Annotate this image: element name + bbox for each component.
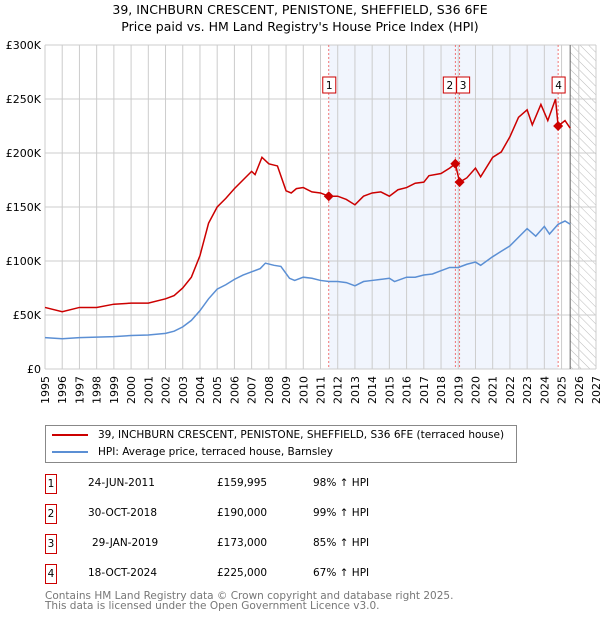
sale-point-marker bbox=[454, 177, 465, 188]
sales-table-row: 1 24-JUN-2011 £159,995 98% ↑ HPI bbox=[45, 474, 445, 494]
x-tick-label: 2023 bbox=[521, 376, 534, 404]
legend-swatch-property bbox=[52, 434, 88, 436]
x-tick-label: 2002 bbox=[160, 376, 173, 404]
sale-marker-box-border bbox=[456, 76, 471, 94]
sale-price: £190,000 bbox=[217, 507, 268, 519]
y-tick-label: £50K bbox=[13, 309, 42, 322]
sale-date: 29-JAN-2019 bbox=[92, 537, 159, 549]
sale-hpi-change: 98% ↑ HPI bbox=[313, 477, 370, 489]
legend: 39, INCHBURN CRESCENT, PENISTONE, SHEFFI… bbox=[45, 425, 517, 463]
sale-point-marker bbox=[553, 121, 564, 131]
sale-marker-box: 2 bbox=[442, 76, 457, 94]
x-tick-label: 1997 bbox=[73, 376, 86, 404]
sale-price: £159,995 bbox=[217, 477, 268, 489]
x-tick-label: 2011 bbox=[315, 376, 328, 404]
x-tick-label: 2017 bbox=[418, 376, 431, 404]
sale-hpi-change: 67% ↑ HPI bbox=[313, 567, 370, 579]
x-tick-label: 2005 bbox=[211, 376, 224, 404]
x-tick-label: 2019 bbox=[452, 376, 465, 404]
sale-price: £173,000 bbox=[217, 537, 268, 549]
x-tick-label: 2008 bbox=[263, 376, 276, 404]
sale-marker-box-border bbox=[322, 76, 337, 94]
sale-hpi-change: 99% ↑ HPI bbox=[313, 507, 370, 519]
y-tick-label: £100K bbox=[6, 255, 42, 268]
x-tick-label: 2026 bbox=[573, 376, 586, 404]
x-tick-label: 2010 bbox=[297, 376, 310, 404]
sales-table-row: 4 18-OCT-2024 £225,000 67% ↑ HPI bbox=[45, 564, 445, 584]
sale-point-marker bbox=[323, 191, 334, 202]
x-tick-label: 2014 bbox=[366, 376, 379, 404]
sale-marker-box: 4 bbox=[551, 76, 566, 94]
hpi-line bbox=[44, 220, 571, 340]
sale-marker-box: 3 bbox=[456, 76, 471, 94]
footer-line-2: This data is licensed under the Open Gov… bbox=[45, 600, 380, 612]
x-tick-label: 2025 bbox=[556, 376, 569, 404]
y-tick-label: £300K bbox=[6, 39, 42, 52]
x-tick-label: 2018 bbox=[435, 376, 448, 404]
sale-marker-label: 2 bbox=[45, 504, 57, 524]
x-tick-label: 2012 bbox=[332, 376, 345, 404]
x-tick-label: 2020 bbox=[469, 376, 482, 404]
y-tick-label: £150K bbox=[6, 201, 42, 214]
x-tick-label: 2015 bbox=[383, 376, 396, 404]
footer-line-1: Contains HM Land Registry data © Crown c… bbox=[45, 590, 454, 602]
legend-label-property: 39, INCHBURN CRESCENT, PENISTONE, SHEFFI… bbox=[98, 429, 505, 441]
x-tick-label: 1998 bbox=[91, 376, 104, 404]
sale-marker-label: 1 bbox=[45, 474, 57, 494]
x-tick-label: 1995 bbox=[39, 376, 52, 404]
sale-marker-box-border bbox=[551, 76, 566, 94]
x-tick-label: 2016 bbox=[401, 376, 414, 404]
y-tick-label: £0 bbox=[27, 363, 41, 376]
sales-table-row: 2 30-OCT-2018 £190,000 99% ↑ HPI bbox=[45, 504, 445, 524]
sale-price: £225,000 bbox=[217, 567, 268, 579]
sale-date: 30-OCT-2018 bbox=[88, 507, 157, 519]
x-tick-label: 2006 bbox=[228, 376, 241, 404]
sale-marker-box: 1 bbox=[322, 76, 337, 94]
x-tick-label: 1996 bbox=[56, 376, 69, 404]
x-tick-label: 2009 bbox=[280, 376, 293, 404]
sale-hpi-change: 85% ↑ HPI bbox=[313, 537, 370, 549]
x-tick-label: 2024 bbox=[538, 376, 551, 404]
legend-label-hpi: HPI: Average price, terraced house, Barn… bbox=[98, 446, 333, 458]
sale-marker-box-label: 1 bbox=[326, 80, 333, 92]
sale-date: 18-OCT-2024 bbox=[88, 567, 157, 579]
x-tick-label: 2027 bbox=[590, 376, 600, 404]
x-tick-label: 2013 bbox=[349, 376, 362, 404]
sales-table-row: 3 29-JAN-2019 £173,000 85% ↑ HPI bbox=[45, 534, 445, 554]
sale-marker-label: 4 bbox=[45, 564, 57, 584]
sale-date: 24-JUN-2011 bbox=[88, 477, 155, 489]
footer: Contains HM Land Registry data © Crown c… bbox=[45, 590, 454, 612]
price-paid-line bbox=[44, 98, 571, 313]
sale-marker-box-label: 4 bbox=[555, 80, 562, 92]
x-tick-label: 2007 bbox=[246, 376, 259, 404]
chart-subtitle: Price paid vs. HM Land Registry's House … bbox=[121, 19, 479, 34]
x-tick-label: 2004 bbox=[194, 376, 207, 404]
sale-point-marker bbox=[450, 158, 461, 169]
x-tick-label: 2022 bbox=[504, 376, 517, 404]
y-tick-label: £200K bbox=[6, 147, 42, 160]
x-tick-label: 2001 bbox=[142, 376, 155, 404]
sale-marker-box-label: 2 bbox=[446, 80, 453, 92]
x-tick-label: 1999 bbox=[108, 376, 121, 404]
legend-swatch-hpi bbox=[52, 451, 88, 453]
chart-title: 39, INCHBURN CRESCENT, PENISTONE, SHEFFI… bbox=[112, 2, 488, 17]
x-tick-label: 2000 bbox=[125, 376, 138, 404]
sale-marker-label: 3 bbox=[45, 534, 57, 554]
plot-area: 1995 1996 1997 1998 1999 2000 2001 2002 2003 2004… bbox=[6, 39, 600, 404]
y-tick-label: £250K bbox=[6, 93, 42, 106]
x-tick-label: 2003 bbox=[177, 376, 190, 404]
x-tick-label: 2021 bbox=[487, 376, 500, 404]
sale-marker-box-label: 3 bbox=[460, 80, 467, 92]
